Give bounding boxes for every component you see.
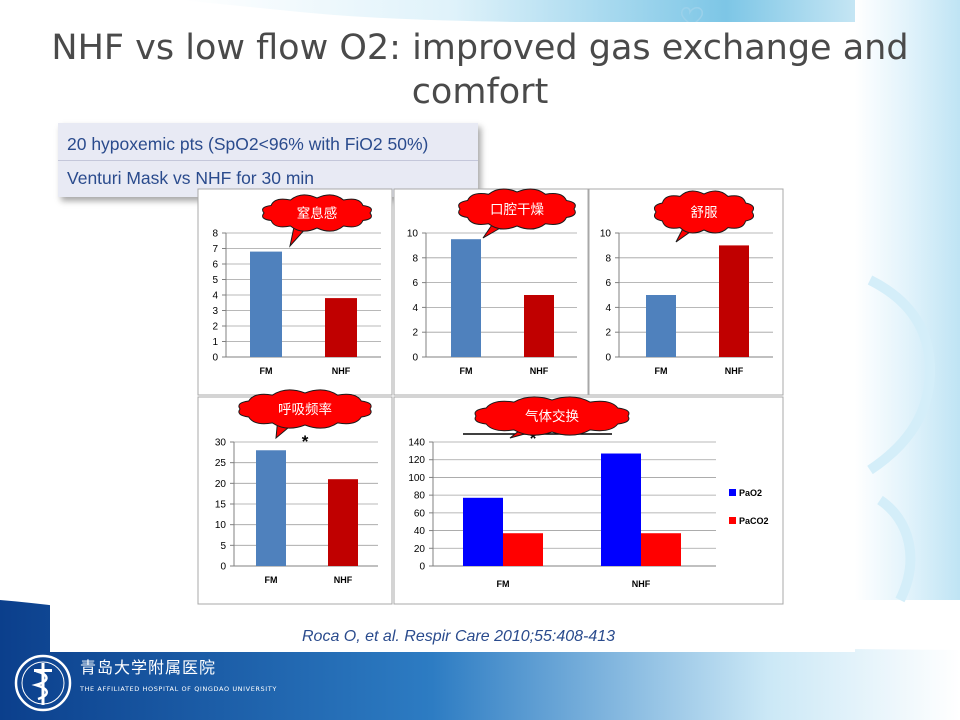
x-tick-label: FM: [260, 366, 273, 376]
hospital-name-chinese: 青岛大学附属医院: [80, 658, 217, 677]
y-tick-label: 60: [414, 508, 426, 519]
x-tick-label: NHF: [332, 366, 351, 376]
y-tick-label: 0: [419, 562, 425, 573]
callout-cloud: [474, 396, 630, 436]
y-tick-label: 100: [408, 473, 425, 484]
y-tick-label: 25: [215, 458, 227, 469]
y-tick-label: 30: [215, 438, 227, 449]
chart-panel-1: 0 1 2 3 4 5 6 7 8 FM NHF 窒息感: [197, 188, 393, 396]
bar-fm: [250, 251, 282, 357]
y-tick-label: 40: [414, 526, 426, 537]
hospital-name-english: THE AFFILIATED HOSPITAL OF QINGDAO UNIVE…: [80, 685, 277, 693]
y-tick-label: 2: [212, 322, 218, 333]
y-tick-label: 20: [414, 544, 426, 555]
callout-1: 窒息感: [262, 194, 372, 248]
x-tick-label: NHF: [725, 366, 744, 376]
y-tick-label: 0: [605, 353, 611, 364]
callout-label: 窒息感: [297, 205, 338, 222]
study-intervention-text: Venturi Mask vs NHF for 30 min: [67, 168, 315, 188]
chart-panel-3: 0 2 4 6 8 10 FM NHF 舒服: [588, 188, 784, 396]
y-tick-label: 0: [212, 353, 218, 364]
y-tick-label: 7: [212, 244, 218, 255]
x-tick-label: NHF: [632, 579, 651, 589]
x-tick-label: NHF: [334, 575, 353, 585]
legend-swatch: [729, 517, 736, 524]
callout-label: 呼吸频率: [278, 401, 332, 418]
callout-cloud: [262, 194, 372, 232]
x-tick-label: FM: [497, 579, 510, 589]
bar-pao2-nhf: [601, 453, 641, 566]
study-info-box: 20 hypoxemic pts (SpO2<96% with FiO2 50%…: [58, 123, 478, 197]
slide-title: NHF vs low flow O2: improved gas exchang…: [51, 28, 909, 112]
y-tick-label: 4: [605, 303, 611, 314]
callout-2: 口腔干燥: [458, 188, 576, 239]
y-tick-label: 120: [408, 455, 425, 466]
y-tick-label: 80: [414, 491, 426, 502]
y-tick-label: 0: [412, 353, 418, 364]
y-tick-label: 10: [215, 520, 227, 531]
y-tick-label: 6: [605, 278, 611, 289]
y-tick-label: 0: [220, 562, 226, 573]
callout-5: 气体交换: [474, 396, 630, 439]
x-tick-label: FM: [265, 575, 278, 585]
y-tick-label: 15: [215, 500, 227, 511]
y-tick-label: 5: [212, 275, 218, 286]
chart-frame: [197, 396, 393, 605]
callout-label: 舒服: [691, 205, 719, 221]
y-tick-label: 8: [605, 253, 611, 264]
y-tick-label: 2: [412, 328, 418, 339]
callout-3: 舒服: [653, 190, 755, 243]
callout-cloud: [458, 188, 576, 230]
y-tick-label: 2: [605, 328, 611, 339]
callout-label: 气体交换: [525, 408, 579, 425]
callout-cloud: [653, 190, 755, 234]
y-tick-label: 1: [212, 337, 218, 348]
y-tick-label: 6: [412, 278, 418, 289]
citation: Roca O, et al. Respir Care 2010;55:408-4…: [302, 628, 616, 645]
significance-star: *: [530, 429, 537, 448]
chart-frame: [393, 396, 784, 605]
significance-star: *: [302, 432, 309, 451]
y-tick-label: 8: [412, 253, 418, 264]
bar-fm: [646, 295, 676, 357]
y-tick-label: 5: [220, 541, 226, 552]
bar-pao2-fm: [463, 497, 503, 566]
chart-panel-2: 0 2 4 6 8 10 FM NHF 口腔干燥: [393, 188, 589, 396]
bar-fm: [256, 450, 286, 566]
x-tick-label: FM: [655, 366, 668, 376]
bar-paco2-fm: [503, 533, 543, 566]
bar-nhf: [719, 245, 749, 357]
y-tick-label: 10: [600, 229, 612, 240]
info-divider: [58, 160, 478, 161]
legend-label: PaCO2: [739, 516, 769, 526]
bar-nhf: [328, 479, 358, 566]
y-tick-label: 3: [212, 306, 218, 317]
bar-nhf: [325, 298, 357, 357]
y-tick-label: 4: [212, 291, 218, 302]
chart-panel-4: 0 5 10 15 20 25 30 FM NHF * 呼吸频率: [197, 389, 393, 605]
x-tick-label: FM: [460, 366, 473, 376]
y-tick-label: 140: [408, 438, 425, 449]
y-tick-label: 6: [212, 260, 218, 271]
chart-panel-5: 0 20 40 60 80 100 120 140 FM NHF PaO2 PaCO2 * 气体交换: [393, 396, 784, 605]
callout-cloud: [238, 389, 372, 429]
y-tick-label: 10: [407, 229, 419, 240]
legend-label: PaO2: [739, 488, 762, 498]
hospital-logo-icon: [14, 654, 72, 712]
y-tick-label: 8: [212, 229, 218, 240]
y-tick-label: 4: [412, 303, 418, 314]
callout-label: 口腔干燥: [490, 202, 544, 218]
legend-swatch: [729, 489, 736, 496]
bar-fm: [451, 239, 481, 357]
x-tick-label: NHF: [530, 366, 549, 376]
bar-nhf: [524, 295, 554, 357]
callout-4: 呼吸频率: [238, 389, 372, 440]
bar-paco2-nhf: [641, 533, 681, 566]
y-tick-label: 20: [215, 479, 227, 490]
study-population-text: 20 hypoxemic pts (SpO2<96% with FiO2 50%…: [67, 134, 429, 154]
